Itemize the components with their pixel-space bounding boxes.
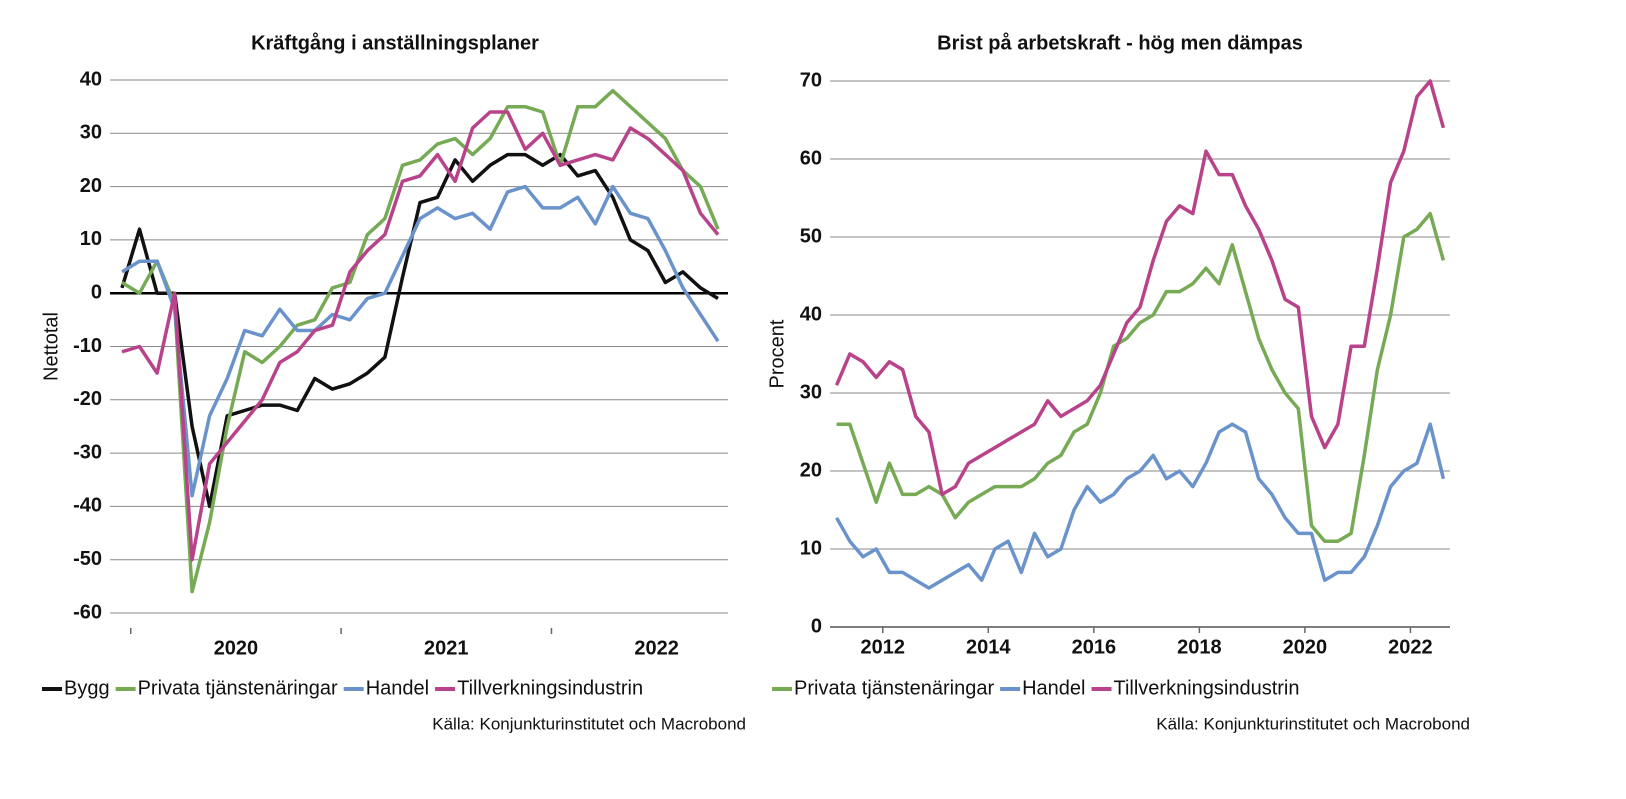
series-line <box>121 110 720 562</box>
y-tick-label: 20 <box>800 459 822 481</box>
x-tick-label: 2012 <box>861 636 906 658</box>
x-tick-label: 2022 <box>1388 636 1433 658</box>
y-tick-label: -30 <box>73 441 102 463</box>
series-line <box>121 184 720 498</box>
x-tick-label: 2022 <box>634 637 679 659</box>
x-tick-label: 2020 <box>1283 636 1328 658</box>
legend-label: Privata tjänstenäringar <box>138 677 338 699</box>
legend-label: Privata tjänstenäringar <box>794 677 994 699</box>
legend-label: Handel <box>366 677 429 699</box>
series-line <box>120 152 719 509</box>
x-tick-label: 2016 <box>1072 636 1117 658</box>
chart-title: Brist på arbetskraft - hög men dämpas <box>937 31 1303 54</box>
y-tick-label: -50 <box>73 548 102 570</box>
y-tick-label: 40 <box>800 303 822 325</box>
legend-label: Handel <box>1022 677 1085 699</box>
source-note: Källa: Konjunkturinstitutet och Macrobon… <box>432 714 746 733</box>
y-tick-label: 10 <box>800 537 822 559</box>
series-line <box>121 88 720 594</box>
y-tick-label: 0 <box>91 281 102 303</box>
legend-label: Tillverkningsindustrin <box>1114 677 1300 699</box>
y-tick-label: -20 <box>73 388 102 410</box>
y-tick-label: 60 <box>800 147 822 169</box>
y-tick-label: -40 <box>73 495 102 517</box>
x-tick-label: 2018 <box>1177 636 1222 658</box>
y-axis-label: Nettotal <box>40 312 62 381</box>
series-line <box>836 211 1446 543</box>
y-tick-label: 50 <box>800 225 822 247</box>
y-tick-label: 70 <box>800 69 822 91</box>
y-tick-label: -10 <box>73 335 102 357</box>
x-tick-label: 2021 <box>424 637 469 659</box>
y-tick-label: 10 <box>80 228 102 250</box>
series-line <box>834 79 1446 497</box>
y-tick-label: -60 <box>73 601 102 623</box>
x-tick-label: 2014 <box>966 636 1011 658</box>
x-tick-label: 2020 <box>214 637 259 659</box>
source-note: Källa: Konjunkturinstitutet och Macrobon… <box>1156 714 1470 733</box>
y-tick-label: 0 <box>811 615 822 637</box>
y-tick-label: 40 <box>80 68 102 90</box>
legend-label: Tillverkningsindustrin <box>457 677 643 699</box>
y-tick-label: 30 <box>800 381 822 403</box>
y-tick-label: 20 <box>80 175 102 197</box>
legend-label: Bygg <box>64 677 110 699</box>
chart-title: Kräftgång i anställningsplaner <box>251 31 539 54</box>
y-tick-label: 30 <box>80 122 102 144</box>
series-line <box>835 422 1446 590</box>
y-axis-label: Procent <box>766 319 788 388</box>
